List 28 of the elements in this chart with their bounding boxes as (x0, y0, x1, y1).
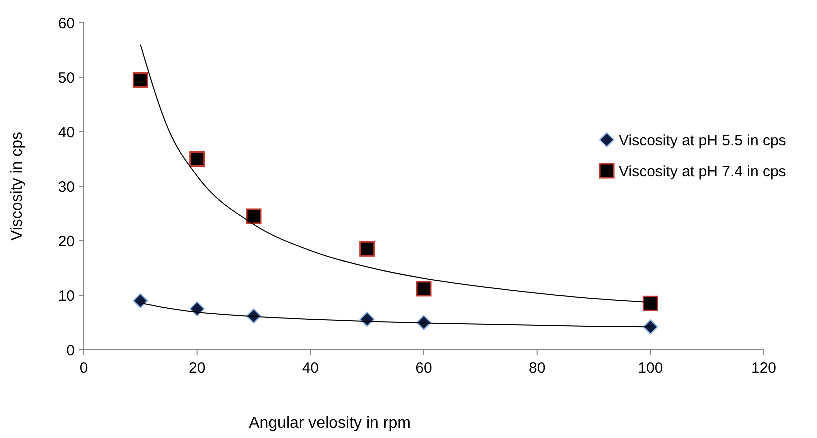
point (360, 241, 376, 257)
point (133, 293, 148, 309)
y-tick-label: 30 (58, 178, 75, 196)
x-axis-title: Angular velosity in rpm (249, 415, 411, 432)
y-tick-label: 50 (58, 70, 75, 87)
y-tick-label: 60 (58, 15, 75, 32)
point (643, 320, 658, 335)
x-tick-label: 40 (302, 360, 320, 377)
x-tick-label: 80 (528, 360, 546, 377)
legend-label: Viscosity at pH 5.5 in cps (619, 132, 786, 150)
x-tick-label: 100 (638, 360, 664, 377)
y-tick-label: 0 (66, 342, 75, 360)
point (416, 281, 432, 297)
point (360, 312, 375, 328)
y-tick-label: 20 (58, 233, 75, 250)
legend-label: Viscosity at pH 7.4 in cps (619, 163, 786, 180)
x-tick-label: 60 (416, 360, 432, 377)
point (190, 152, 206, 167)
point (246, 208, 262, 224)
x-tick-label: 0 (80, 360, 88, 377)
point (132, 72, 148, 88)
x-tick-label: 20 (188, 360, 206, 377)
y-tick-label: 10 (58, 288, 75, 305)
x-tick-label: 120 (751, 360, 777, 377)
point (642, 296, 658, 312)
y-axis-title: Viscosity in cps (9, 132, 26, 242)
y-tick-label: 40 (58, 124, 75, 142)
point (190, 302, 205, 317)
